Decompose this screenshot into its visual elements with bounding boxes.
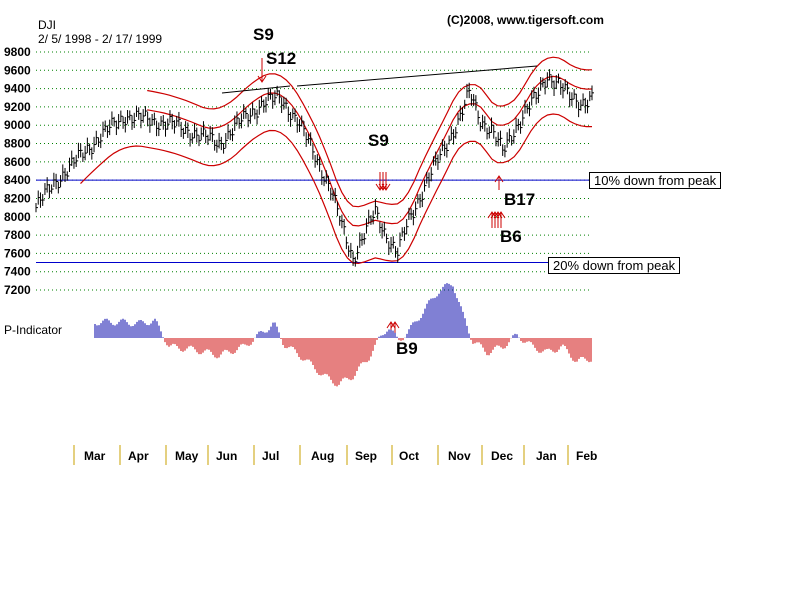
symbol-label: DJI [38,18,56,32]
s12-arrow-head [257,75,267,83]
y-tick-label: 8200 [4,191,31,205]
copyright-label: (C)2008, www.tigersoft.com [447,13,604,27]
lower-band [80,113,592,265]
month-label: Apr [128,449,149,463]
signal-s9-mid: S9 [368,131,389,150]
month-label: Aug [311,449,334,463]
y-tick-label: 7800 [4,228,31,242]
y-tick-label: 8600 [4,155,31,169]
middle-band [147,75,593,227]
month-label: Dec [491,449,513,463]
month-label: Sep [355,449,377,463]
y-tick-label: 9200 [4,100,31,114]
month-label: Jun [216,449,237,463]
indicator-label: P-Indicator [4,323,63,337]
y-tick-label: 7200 [4,283,31,297]
signal-s9-top: S9 [253,25,274,44]
y-tick-label: 9000 [4,118,31,132]
y-tick-label: 9800 [4,45,31,59]
y-tick-label: 8800 [4,137,31,151]
month-label: Nov [448,449,471,463]
upper-band [147,56,593,208]
month-label: Feb [576,449,597,463]
y-tick-label: 8400 [4,173,31,187]
trend-line-right [296,65,538,87]
signal-b6: B6 [500,227,522,246]
b6-arrow-3-head [496,211,506,219]
y-tick-label: 8000 [4,210,31,224]
month-label: May [175,449,199,463]
b17-arrow-head [494,175,504,183]
trend-line-left [221,85,291,94]
date-range-label: 2/ 5/ 1998 - 2/ 17/ 1999 [38,32,163,46]
signal-b9: B9 [396,339,418,358]
ten-percent-down-note: 10% down from peak [589,172,722,189]
month-label: Jan [536,449,557,463]
month-label: Mar [84,449,106,463]
month-label: Oct [399,449,419,463]
month-label: Jul [262,449,279,463]
b9-arrow-1-head [390,321,400,329]
y-tick-label: 7400 [4,265,31,279]
signal-b17: B17 [504,190,536,209]
y-tick-label: 7600 [4,246,31,260]
s9-arrow-2-head [381,183,391,191]
y-tick-label: 9400 [4,82,31,96]
y-tick-label: 9600 [4,63,31,77]
signal-s12: S12 [266,49,297,68]
b9-arrow-0-head [386,321,396,329]
twenty-percent-down-note: 20% down from peak [548,257,681,274]
